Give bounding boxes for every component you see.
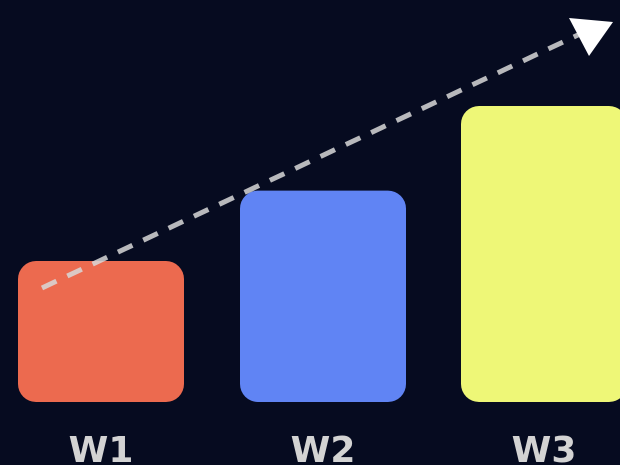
trend-arrow-head-icon: [569, 18, 613, 56]
bar-w3: [461, 106, 620, 402]
bar-group: [18, 106, 620, 402]
bar-w1: [18, 261, 184, 402]
x-tick-labels: W1 W2 W3: [69, 430, 577, 465]
x-tick-label-w3: W3: [512, 430, 577, 465]
x-tick-label-w2: W2: [291, 430, 356, 465]
trend-line: [40, 31, 582, 291]
x-tick-label-w1: W1: [69, 430, 134, 465]
bar-w2: [240, 190, 406, 402]
trend-line-group: [40, 18, 613, 291]
